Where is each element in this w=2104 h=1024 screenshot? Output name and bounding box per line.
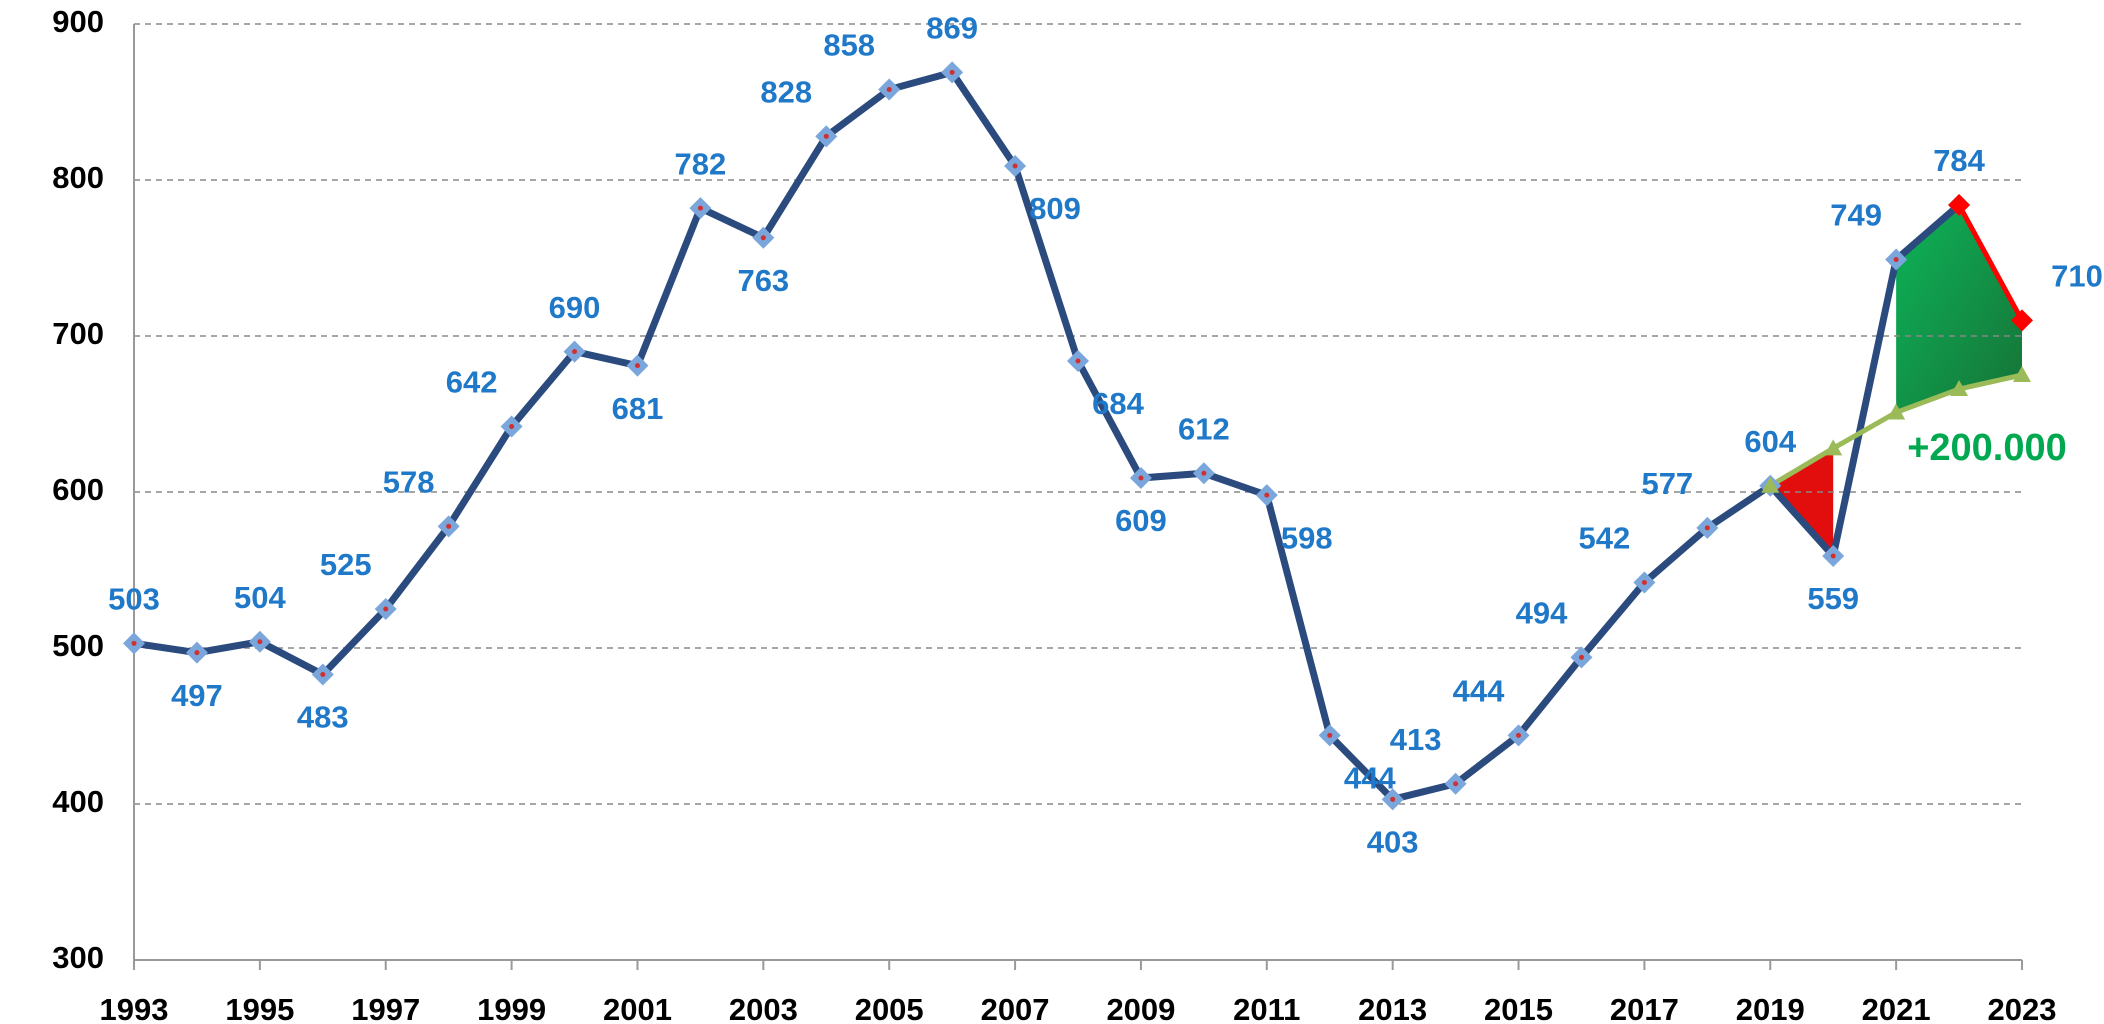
x-tick-label: 2013 (1358, 992, 1427, 1024)
marker-dot (1327, 732, 1333, 738)
value-label: 598 (1281, 520, 1333, 555)
x-tick-label: 1995 (225, 992, 294, 1024)
x-tick-label: 2017 (1610, 992, 1679, 1024)
x-tick-label: 2009 (1106, 992, 1175, 1024)
marker-dot (1704, 525, 1710, 531)
marker-dot (1641, 579, 1647, 585)
marker-dot (1893, 257, 1899, 263)
marker-dot (194, 650, 200, 656)
marker (1950, 380, 1969, 397)
value-label: 710 (2051, 259, 2103, 294)
x-tick-label: 1999 (477, 992, 546, 1024)
value-label: 809 (1029, 191, 1081, 226)
value-label: 497 (171, 678, 223, 713)
marker-dot (697, 205, 703, 211)
x-tick-label: 2015 (1484, 992, 1553, 1024)
loss-area (1770, 448, 1834, 556)
value-label: 413 (1390, 722, 1442, 757)
value-label: 504 (234, 580, 286, 615)
marker (1824, 439, 1843, 456)
x-tick-label: 2021 (1862, 992, 1931, 1024)
value-label: 604 (1744, 424, 1796, 459)
value-label: 503 (108, 582, 160, 617)
value-label: 828 (760, 75, 812, 110)
x-tick-label: 1997 (351, 992, 420, 1024)
value-label: 782 (675, 146, 727, 181)
value-label: 612 (1178, 411, 1230, 446)
marker-dot (383, 606, 389, 612)
value-label: 559 (1807, 581, 1859, 616)
x-tick-label: 2001 (603, 992, 672, 1024)
marker-dot (131, 640, 137, 646)
x-tick-label: 1993 (100, 992, 169, 1024)
series-line (1956, 203, 2025, 322)
value-label: 494 (1516, 596, 1568, 631)
marker-dot (1075, 358, 1081, 364)
marker-dot (949, 69, 955, 75)
value-label: 444 (1344, 761, 1396, 796)
value-label: 642 (446, 365, 498, 400)
marker (2011, 309, 2033, 332)
value-label: 869 (926, 11, 978, 46)
value-label: 444 (1453, 674, 1505, 709)
x-tick-label: 2005 (855, 992, 924, 1024)
y-tick-label: 800 (52, 160, 104, 195)
marker-dot (320, 672, 326, 678)
y-tick-label: 600 (52, 472, 104, 507)
gain-area (1896, 204, 2022, 413)
value-label: 578 (383, 465, 435, 500)
annotation: +200.000 (1907, 427, 2067, 469)
x-tick-label: 2007 (981, 992, 1050, 1024)
highlight-areas (1770, 204, 2022, 556)
series-line (133, 68, 1962, 803)
value-label: 684 (1092, 386, 1144, 421)
value-label: 784 (1933, 143, 1985, 178)
marker-dot (1390, 796, 1396, 802)
y-tick-label: 500 (52, 628, 104, 663)
marker (1887, 403, 1906, 420)
marker (1948, 193, 1971, 216)
value-label: 577 (1641, 466, 1693, 501)
marker-dot (257, 639, 263, 645)
marker-dot (1012, 163, 1018, 169)
marker (1761, 476, 1780, 493)
marker-dot (760, 235, 766, 241)
marker-dot (1138, 475, 1144, 481)
marker-dot (1516, 732, 1522, 738)
value-label: 749 (1830, 198, 1882, 233)
marker-dot (886, 87, 892, 93)
x-tick-label: 2011 (1233, 992, 1300, 1024)
marker-dot (1264, 492, 1270, 498)
marker (2013, 366, 2031, 382)
value-label: 858 (823, 28, 875, 63)
x-tick-label: 2019 (1736, 992, 1805, 1024)
value-label: 681 (612, 391, 664, 426)
marker-dot (509, 423, 515, 429)
y-tick-label: 700 (52, 316, 104, 351)
marker-dot (446, 523, 452, 529)
y-tick-label: 900 (52, 4, 104, 39)
value-label: 525 (320, 547, 372, 582)
y-tick-label: 300 (52, 940, 104, 975)
value-label: 690 (549, 290, 601, 325)
marker-dot (1453, 781, 1459, 787)
marker-dot (1201, 470, 1207, 476)
value-label: 483 (297, 700, 349, 735)
value-label: 763 (737, 263, 789, 298)
x-tick-label: 2003 (729, 992, 798, 1024)
value-label: 542 (1579, 521, 1631, 556)
value-label: 403 (1367, 825, 1419, 860)
marker-dot (1578, 654, 1584, 660)
marker-dot (1830, 553, 1836, 559)
marker-dot (634, 363, 640, 369)
x-tick-label: 2023 (1988, 992, 2057, 1024)
marker-dot (823, 133, 829, 139)
value-label: 609 (1115, 503, 1167, 538)
marker-dot (572, 349, 578, 355)
y-tick-label: 400 (52, 784, 104, 819)
